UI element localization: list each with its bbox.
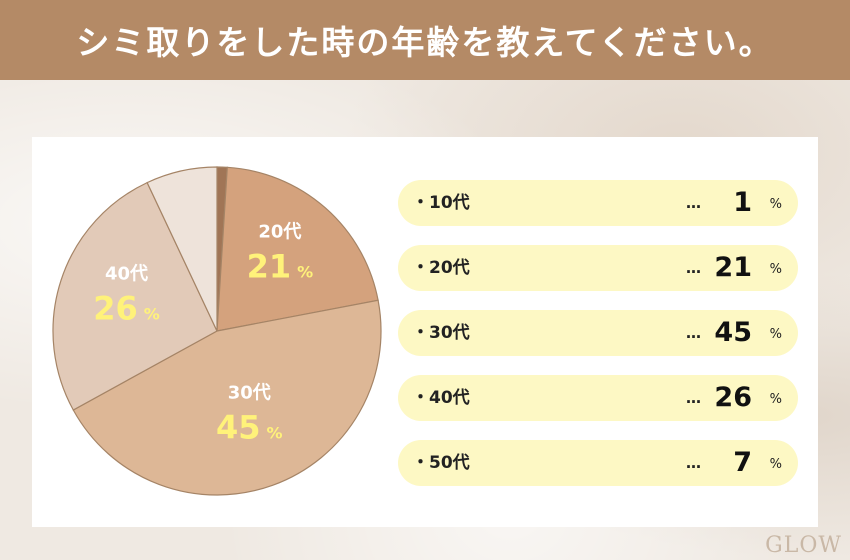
slice-percent: 21% [247,248,314,286]
legend-label: ・40代 [412,388,470,408]
legend-value: 21 [714,252,752,283]
legend-item: ・20代 … 21 % [398,245,798,291]
legend-item: ・30代 … 45 % [398,310,798,356]
slice-percent: 45% [216,408,283,446]
pie-slice-20代 [216,166,379,332]
legend-dots: … [686,324,702,342]
legend-label: ・50代 [412,453,470,473]
legend-value: 7 [733,447,752,478]
slice-label: 20代 [258,222,301,243]
brand-logo: GLOW [765,533,842,558]
legend-value: 45 [714,317,752,348]
legend-dots: … [686,259,702,277]
page-title: シミ取りをした時の年齢を教えてください。 [76,23,774,62]
legend-unit: % [769,197,782,212]
legend-unit: % [769,327,782,342]
legend-dots: … [686,194,702,212]
pie-slice-40代 [52,181,218,411]
legend-unit: % [769,457,782,472]
legend-item: ・40代 … 26 % [398,375,798,421]
legend-value: 26 [714,382,752,413]
slice-label: 30代 [228,382,271,403]
slice-label: 40代 [105,264,148,285]
legend-item: ・50代 … 7 % [398,440,798,486]
legend-label: ・10代 [412,193,470,213]
legend-unit: % [769,392,782,407]
slice-percent: 26% [93,290,160,328]
legend-label: ・20代 [412,258,470,278]
legend-label: ・30代 [412,323,470,343]
legend-dots: … [686,454,702,472]
pie-slice-30代 [72,299,382,496]
header-bar: シミ取りをした時の年齢を教えてください。 [0,0,850,80]
legend-dots: … [686,389,702,407]
legend-item: ・10代 … 1 % [398,180,798,226]
legend-unit: % [769,262,782,277]
legend-value: 1 [733,187,752,218]
pie-slice-50代 [146,166,218,332]
